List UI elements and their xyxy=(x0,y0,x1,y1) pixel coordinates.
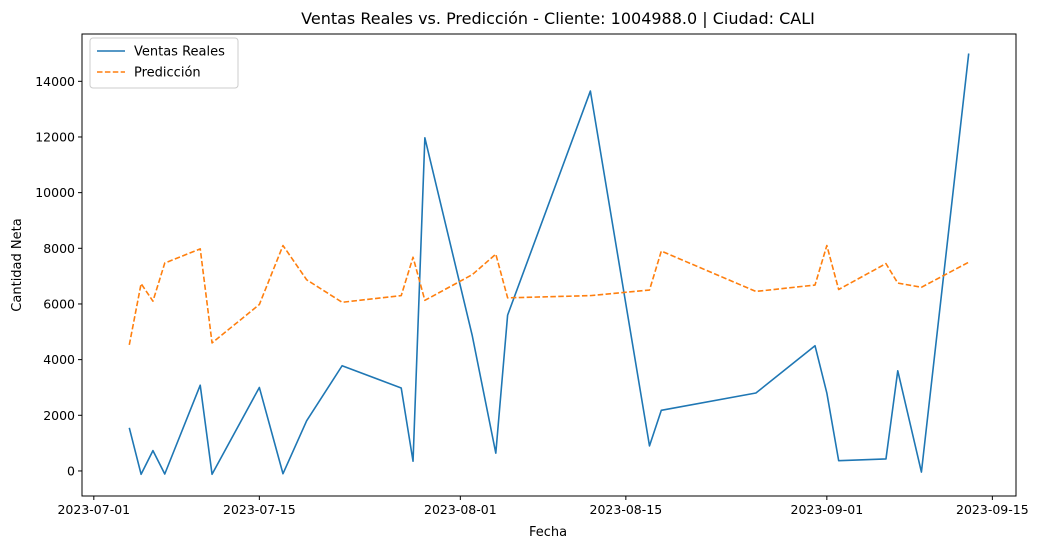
x-axis-label: Fecha xyxy=(529,525,567,540)
legend-label-prediccion: Predicción xyxy=(134,66,201,81)
x-tick-label: 2023-07-01 xyxy=(57,502,130,517)
y-tick-label: 12000 xyxy=(35,129,75,144)
y-tick-label: 2000 xyxy=(43,408,75,423)
series-line-prediccion xyxy=(128,244,970,346)
y-tick-label: 6000 xyxy=(43,296,75,311)
series-line-ventas-reales xyxy=(128,53,970,476)
x-tick-label: 2023-08-01 xyxy=(424,502,497,517)
y-axis-label: Cantidad Neta xyxy=(10,218,25,311)
plot-area-frame xyxy=(81,33,1017,497)
x-tick-label: 2023-09-15 xyxy=(956,502,1029,517)
chart-title: Ventas Reales vs. Predicción - Cliente: … xyxy=(301,9,815,28)
legend: Ventas Reales Predicción xyxy=(89,37,239,89)
series-layer xyxy=(128,53,970,476)
x-tick-label: 2023-07-15 xyxy=(223,502,296,517)
y-tick-label: 0 xyxy=(67,463,75,478)
y-tick-label: 10000 xyxy=(35,185,75,200)
legend-frame xyxy=(89,37,239,89)
y-tick-label: 8000 xyxy=(43,241,75,256)
y-tick-label: 14000 xyxy=(35,74,75,89)
legend-label-ventas-reales: Ventas Reales xyxy=(134,45,225,60)
y-tick-label: 4000 xyxy=(43,352,75,367)
y-axis-ticks: 0 2000 4000 6000 8000 10000 12000 14000 xyxy=(35,74,82,478)
x-axis-ticks: 2023-07-01 2023-07-15 2023-08-01 2023-08-15… xyxy=(57,496,1029,517)
x-tick-label: 2023-09-01 xyxy=(791,502,864,517)
x-tick-label: 2023-08-15 xyxy=(590,502,663,517)
